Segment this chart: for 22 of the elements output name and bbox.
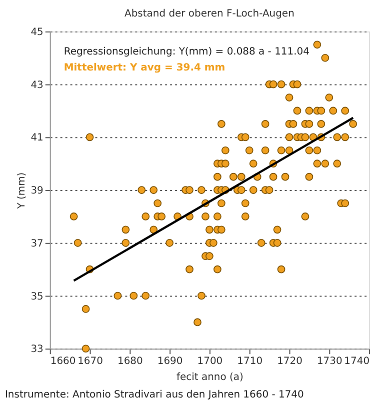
- y-tick-label: 35: [30, 291, 44, 302]
- y-tick-label: 33: [30, 344, 44, 356]
- y-tick-label: 43: [30, 80, 44, 91]
- x-tick-label: 1730: [316, 356, 342, 368]
- chart-title: Abstand der oberen F-Loch-Augen: [124, 8, 294, 20]
- x-tick-label: 1700: [197, 356, 223, 368]
- x-tick-label: 1740: [344, 356, 370, 368]
- x-tick-label: 1720: [277, 356, 302, 368]
- x-tick-label: 1690: [157, 356, 183, 368]
- y-tick-label: 41: [30, 132, 44, 144]
- y-tick-label: 39: [30, 186, 44, 197]
- x-axis-title: fecit anno (a): [176, 372, 244, 384]
- annotation: Regressionsgleichung: Y(mm) = 0.088 a - 111.04: [64, 46, 310, 58]
- text: Instrumente: Antonio Stradivari aus den Jahren 1660 - 1740: [4, 390, 304, 400]
- y-tick-label: 37: [30, 238, 44, 250]
- x-tick-label: 1680: [117, 356, 143, 368]
- x-tick-label: 1670: [78, 356, 103, 368]
- x-tick-label: 1710: [237, 356, 263, 368]
- y-axis-title: Y (mm): [16, 172, 28, 210]
- x-tick-label: 1660: [50, 356, 76, 368]
- y-tick-label: 45: [30, 26, 44, 38]
- annotation: Mittelwert: Y avg = 39.4 mm: [64, 62, 226, 74]
